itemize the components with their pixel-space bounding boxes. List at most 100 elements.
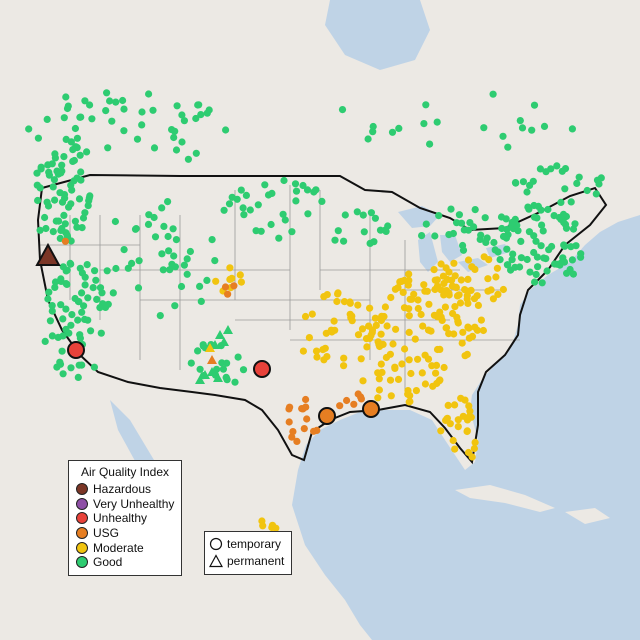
site-marker (359, 211, 367, 219)
site-marker (523, 188, 531, 196)
site-marker (480, 253, 488, 261)
legend-item: Moderate (69, 540, 181, 555)
site-marker (426, 140, 434, 148)
site-marker (418, 232, 426, 240)
site-marker (392, 325, 400, 333)
site-marker (49, 183, 57, 191)
legend-item: USG (69, 526, 181, 541)
site-marker (387, 392, 395, 400)
site-marker (364, 135, 372, 143)
site-marker (242, 191, 250, 199)
site-marker (481, 214, 489, 222)
site-marker (197, 111, 205, 119)
site-marker (369, 128, 377, 136)
site-marker (312, 347, 321, 355)
site-marker (226, 275, 234, 283)
site-marker (367, 331, 375, 339)
site-marker (419, 322, 427, 330)
site-marker (220, 206, 228, 214)
site-marker (96, 284, 105, 292)
site-marker (340, 298, 349, 306)
site-marker (548, 242, 556, 251)
site-marker (466, 412, 474, 420)
site-marker (49, 228, 57, 236)
site-marker (165, 247, 173, 255)
site-marker (357, 355, 365, 363)
site-marker (567, 198, 575, 206)
site-marker (236, 271, 244, 279)
site-marker (323, 291, 331, 299)
site-marker (108, 117, 116, 125)
site-marker (183, 255, 191, 263)
site-marker (553, 162, 561, 170)
site-marker (455, 291, 463, 299)
site-marker (553, 260, 561, 268)
site-marker (63, 231, 71, 239)
site-marker (120, 246, 128, 254)
site-marker (112, 98, 120, 106)
site-marker (457, 219, 466, 227)
site-marker (456, 299, 465, 307)
site-marker (67, 138, 75, 146)
site-marker (557, 198, 565, 206)
site-marker (78, 308, 86, 316)
permanent-site-marker (195, 375, 205, 384)
site-marker (518, 124, 527, 132)
site-marker (292, 187, 301, 195)
site-marker (300, 425, 308, 433)
permanent-row: permanent (205, 552, 291, 569)
site-marker (323, 353, 331, 361)
site-marker (425, 300, 433, 308)
site-marker (48, 302, 56, 310)
site-marker (366, 239, 374, 247)
site-marker (348, 317, 356, 325)
site-marker (530, 201, 538, 210)
circle-icon (209, 537, 223, 550)
site-marker (73, 134, 81, 142)
site-marker (158, 204, 166, 212)
site-marker (333, 297, 341, 306)
permanent-label: permanent (227, 553, 285, 568)
highlighted-site-marker (67, 341, 85, 359)
site-marker (470, 223, 478, 231)
site-marker (431, 276, 439, 284)
site-marker (104, 144, 112, 152)
highlighted-sites (35, 242, 380, 425)
permanent-site-marker (207, 355, 217, 364)
site-marker (57, 301, 65, 309)
site-marker (563, 269, 571, 277)
site-marker (299, 181, 307, 190)
site-marker (499, 232, 508, 241)
site-marker (382, 353, 390, 362)
site-marker (504, 261, 512, 269)
site-marker (63, 280, 71, 288)
highlighted-site-marker (253, 360, 271, 378)
site-marker (497, 213, 506, 221)
site-marker (58, 198, 67, 206)
site-marker (170, 133, 178, 142)
site-marker (75, 195, 84, 203)
site-marker (138, 108, 146, 116)
site-marker (504, 143, 512, 151)
site-marker (483, 234, 491, 242)
site-marker (334, 289, 342, 297)
site-marker (422, 101, 430, 109)
site-marker (68, 311, 76, 319)
site-marker (42, 224, 50, 233)
site-marker (526, 268, 534, 276)
site-marker (51, 283, 59, 291)
site-marker (471, 206, 479, 214)
site-marker (86, 192, 94, 200)
site-marker (433, 345, 442, 354)
site-marker (381, 303, 389, 311)
site-marker (303, 415, 311, 423)
site-marker (412, 387, 420, 395)
site-marker (88, 115, 96, 123)
site-marker (240, 211, 248, 219)
site-marker (111, 217, 119, 226)
site-marker (400, 276, 408, 284)
site-marker (293, 437, 301, 445)
site-marker (468, 332, 477, 340)
highlighted-site-marker (318, 407, 336, 425)
site-marker (86, 101, 94, 109)
